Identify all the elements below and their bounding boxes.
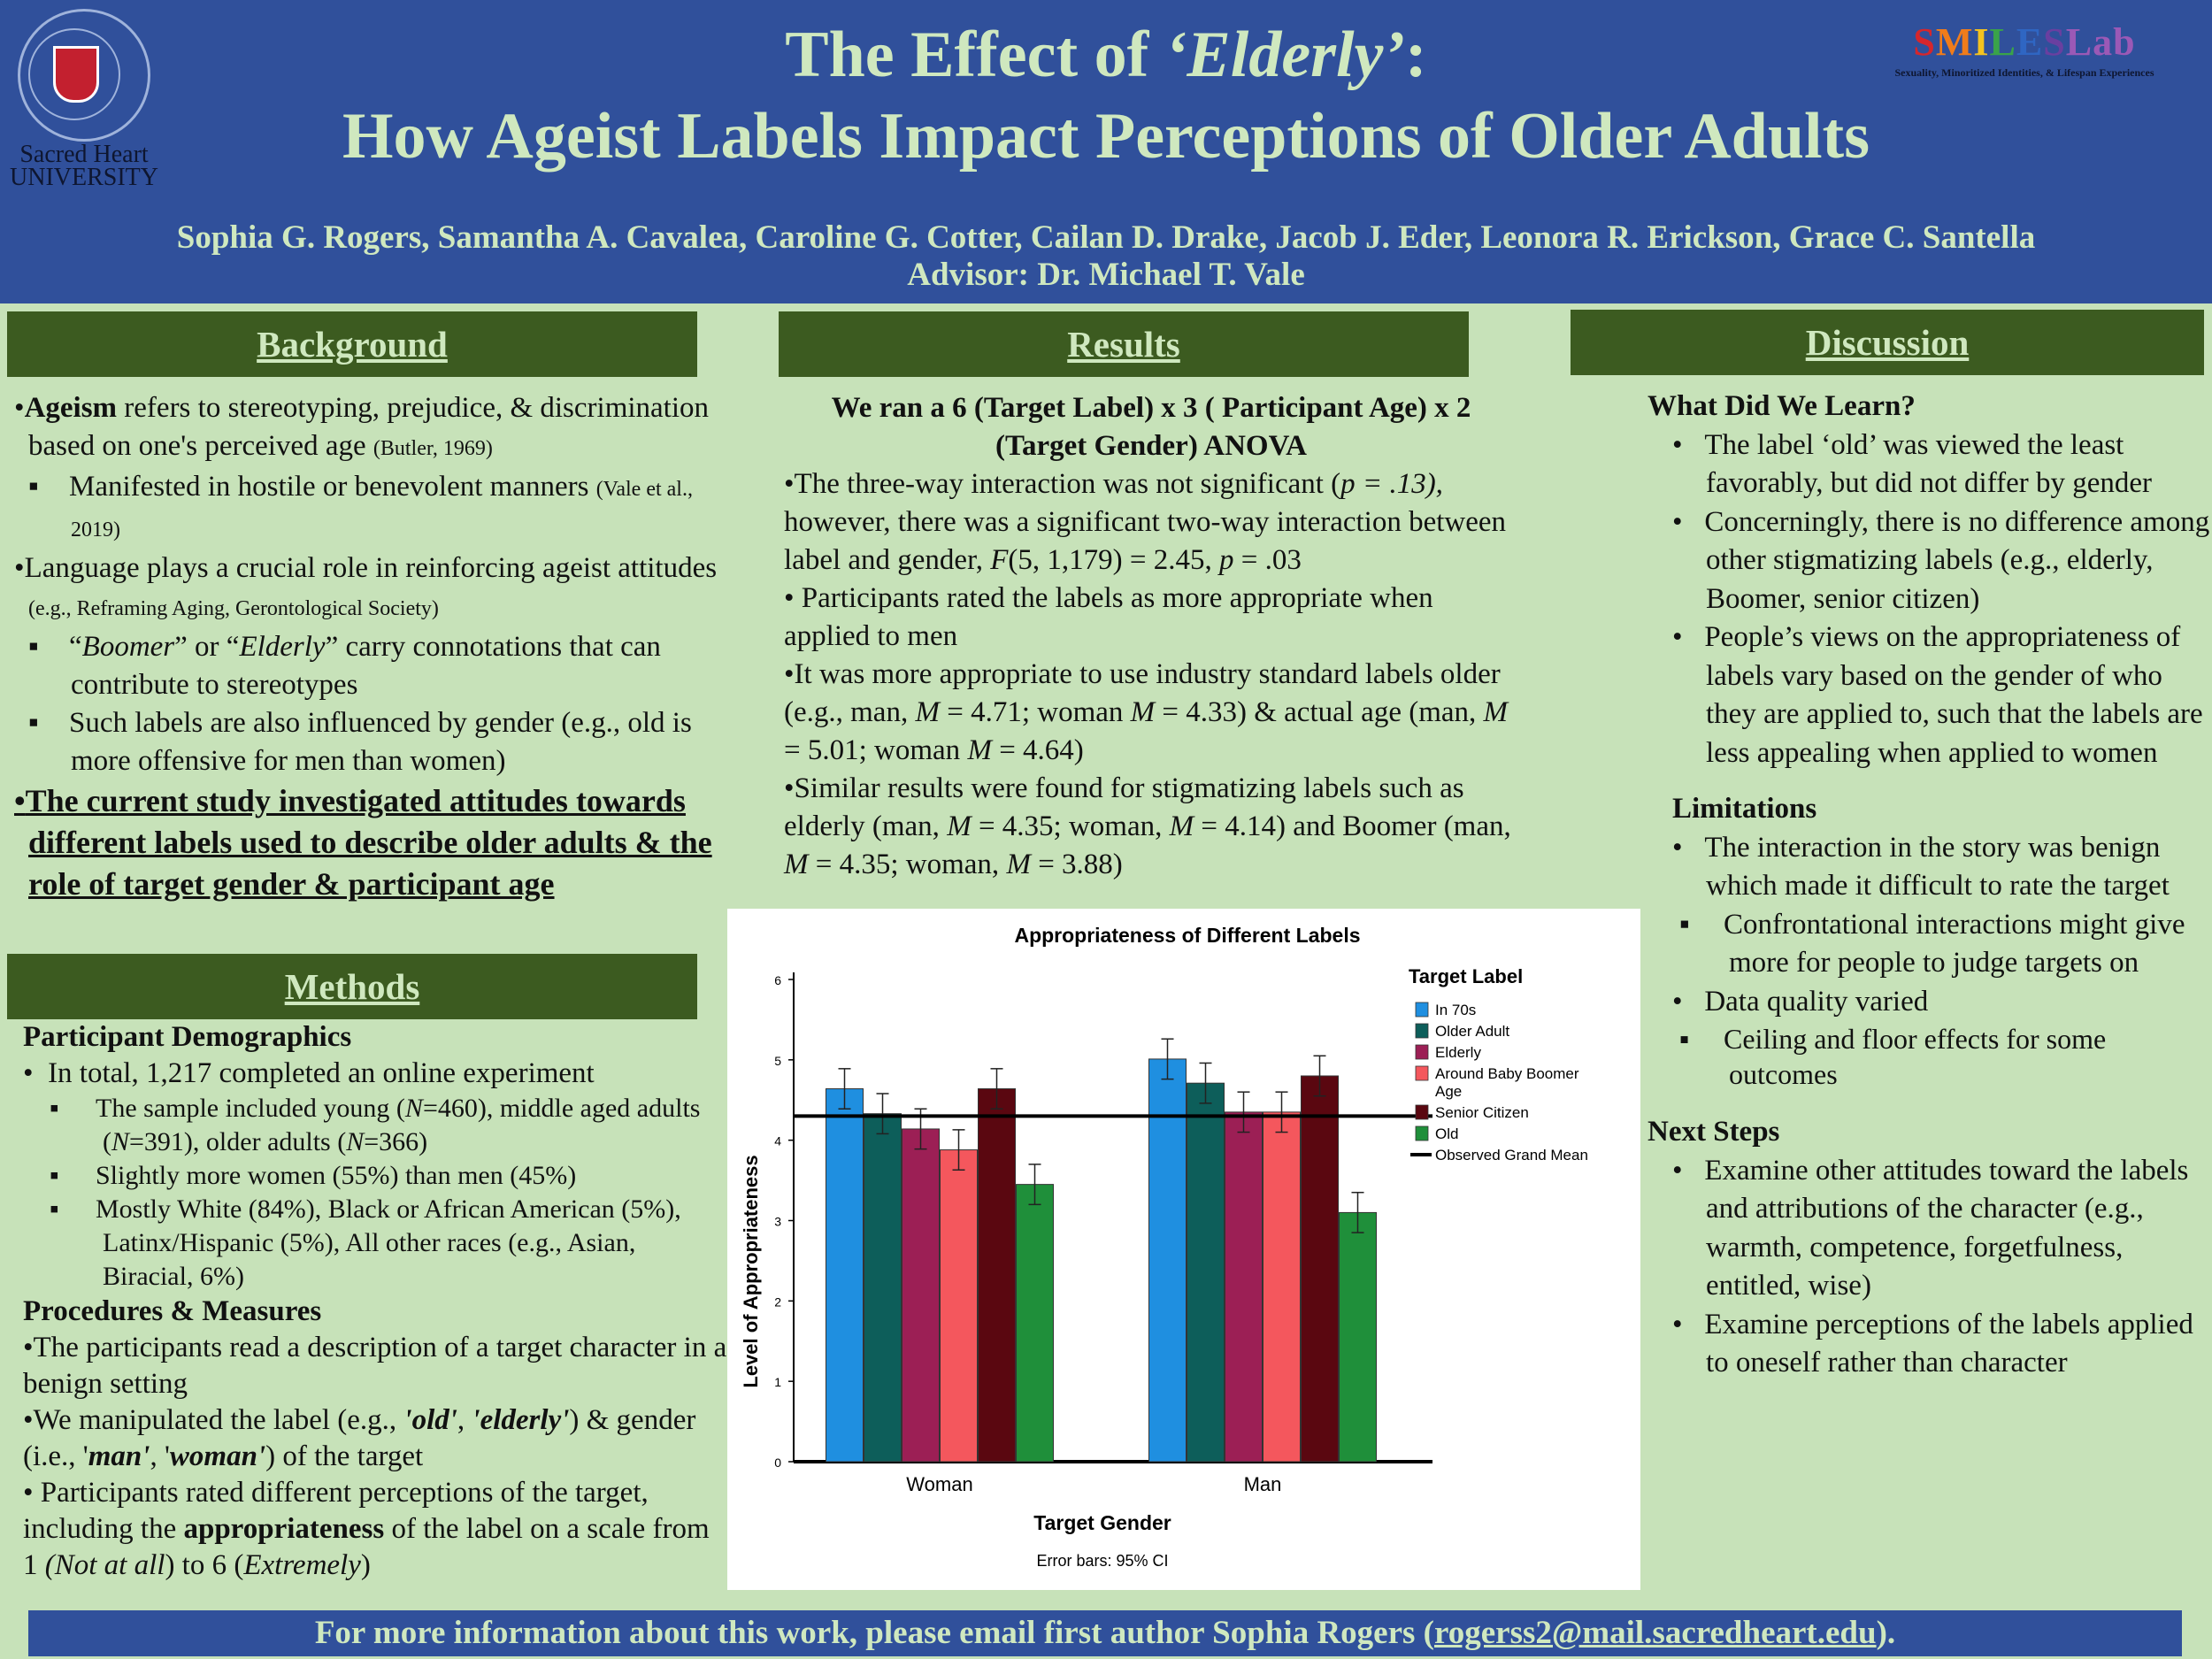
legend-label: In 70s bbox=[1435, 1002, 1476, 1018]
limitations-heading: Limitations bbox=[1672, 793, 1817, 825]
legend-label: Around Baby Boomer bbox=[1435, 1065, 1579, 1082]
legend-swatch bbox=[1415, 1002, 1429, 1018]
bar bbox=[1187, 1082, 1225, 1463]
y-tick-label: 0 bbox=[774, 1455, 781, 1470]
legend-swatch bbox=[1415, 1044, 1429, 1060]
bar bbox=[1301, 1075, 1339, 1463]
methods-heading: Methods bbox=[7, 954, 697, 1019]
y-tick-label: 5 bbox=[774, 1054, 781, 1068]
y-tick-label: 1 bbox=[774, 1375, 781, 1389]
title-quoted-word: ‘Elderly’ bbox=[1164, 19, 1406, 91]
legend-label: Older Adult bbox=[1435, 1023, 1509, 1040]
shield-icon bbox=[53, 46, 99, 103]
authors: Sophia G. Rogers, Samantha A. Cavalea, C… bbox=[176, 219, 2036, 256]
bar bbox=[826, 1088, 864, 1463]
legend-swatch bbox=[1415, 1065, 1429, 1081]
x-tick-label: Man bbox=[1244, 1473, 1282, 1495]
legend-title: Target Label bbox=[1409, 965, 1523, 987]
legend-label: Observed Grand Mean bbox=[1435, 1147, 1588, 1164]
poster-title-line2: How Ageist Labels Impact Perceptions of … bbox=[342, 100, 1870, 173]
legend-swatch bbox=[1415, 1104, 1429, 1120]
sacred-heart-logo: Sacred Heart UNIVERSITY bbox=[9, 9, 159, 190]
discussion-section: What Did We Learn? • The label ‘old’ was… bbox=[1647, 388, 2210, 1383]
bar-chart-svg: Appropriateness of Different Labels Leve… bbox=[740, 924, 1588, 1570]
legend-swatch bbox=[1415, 1023, 1429, 1039]
y-tick-label: 2 bbox=[774, 1294, 781, 1309]
bar bbox=[940, 1149, 978, 1463]
chart-marks: 0 1 2 3 4 5 6 Woman Man In 70s Older Adult Elderly A… bbox=[774, 972, 1588, 1495]
legend-label: Elderly bbox=[1435, 1044, 1481, 1061]
university-name-line1: Sacred Heart bbox=[19, 141, 149, 168]
procedures-heading: Procedures & Measures bbox=[23, 1295, 322, 1327]
poster-header: Sacred Heart UNIVERSITY The Effect of ‘E… bbox=[0, 0, 2212, 303]
x-tick-label: Woman bbox=[906, 1473, 972, 1495]
university-name-line2: UNIVERSITY bbox=[10, 164, 158, 191]
y-tick-label: 3 bbox=[774, 1215, 781, 1229]
lab-logo-letter: M bbox=[1935, 20, 1974, 64]
legend-label: Senior Citizen bbox=[1435, 1104, 1529, 1121]
chart-title: Appropriateness of Different Labels bbox=[1014, 924, 1360, 947]
bar bbox=[1016, 1184, 1054, 1463]
legend-label: Old bbox=[1435, 1125, 1458, 1142]
bar bbox=[1225, 1111, 1263, 1463]
y-tick-label: 6 bbox=[774, 973, 781, 987]
background-section: •Ageism refers to stereotyping, prejudic… bbox=[14, 392, 718, 902]
bar bbox=[1148, 1058, 1187, 1463]
poster-title-line1: The Effect of ‘Elderly’: bbox=[785, 19, 1427, 91]
chart-footnote: Error bars: 95% CI bbox=[1036, 1552, 1168, 1570]
methods-section: Participant Demographics • In total, 1,2… bbox=[23, 1021, 727, 1581]
chart-y-label: Level of Appropriateness bbox=[740, 1155, 762, 1387]
lab-subtitle: Sexuality, Minoritized Identities, & Lif… bbox=[1894, 66, 2154, 79]
university-seal-icon bbox=[18, 9, 150, 142]
bar bbox=[1339, 1211, 1377, 1463]
discussion-heading: Discussion bbox=[1571, 310, 2204, 375]
smiles-lab-logo: SMILESLab Sexuality, Minoritized Identit… bbox=[1883, 19, 2166, 80]
chart-x-label: Target Gender bbox=[1033, 1511, 1171, 1534]
lab-logo-letter: Lab bbox=[2065, 20, 2136, 64]
study-aim: The current study investigated attitudes… bbox=[25, 783, 712, 902]
next-steps-heading: Next Steps bbox=[1647, 1116, 1780, 1148]
lab-logo-letter: L bbox=[1989, 20, 2016, 64]
author-list: Sophia G. Rogers, Samantha A. Cavalea, C… bbox=[0, 219, 2212, 294]
lab-logo-letter: E bbox=[2016, 20, 2044, 64]
lab-logo-letter: I bbox=[1973, 20, 1990, 64]
learn-heading: What Did We Learn? bbox=[1647, 390, 1916, 422]
results-section: We ran a 6 (Target Label) x 3 ( Particip… bbox=[784, 389, 1518, 884]
y-tick-label: 4 bbox=[774, 1134, 781, 1148]
advisor: Advisor: Dr. Michael T. Vale bbox=[907, 257, 1305, 293]
bar bbox=[864, 1113, 902, 1463]
bar bbox=[978, 1088, 1016, 1463]
bar bbox=[902, 1128, 940, 1463]
legend-swatch bbox=[1415, 1125, 1429, 1141]
bar bbox=[1263, 1111, 1301, 1463]
lab-logo-letter: S bbox=[1913, 20, 1936, 64]
demographics-heading: Participant Demographics bbox=[23, 1021, 352, 1053]
contact-footer: For more information about this work, pl… bbox=[28, 1610, 2182, 1656]
background-heading: Background bbox=[7, 311, 697, 377]
legend-label: Age bbox=[1435, 1083, 1462, 1100]
lab-logo-word: SMILESLab bbox=[1883, 19, 2166, 65]
lab-logo-letter: S bbox=[2043, 20, 2066, 64]
anova-design: We ran a 6 (Target Label) x 3 ( Particip… bbox=[831, 392, 1471, 462]
appropriateness-chart: Appropriateness of Different Labels Leve… bbox=[727, 909, 1640, 1590]
email-link[interactable]: rogerss2@mail.sacredheart.edu bbox=[1433, 1615, 1877, 1651]
results-heading: Results bbox=[779, 311, 1469, 377]
